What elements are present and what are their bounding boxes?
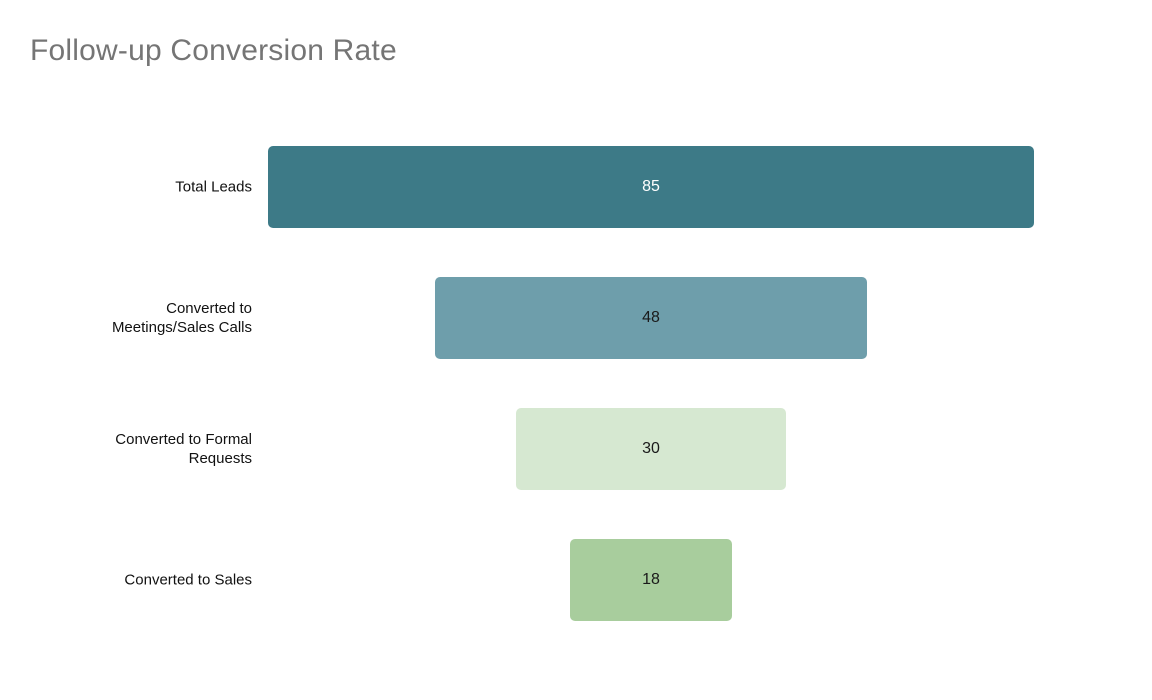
funnel-bar[interactable]: 85 [268, 146, 1034, 228]
bar-value-label: 48 [642, 309, 660, 326]
bar-value-label: 30 [642, 440, 660, 457]
funnel-row: Converted to Sales 18 [0, 539, 1152, 621]
bar-value-label: 18 [642, 571, 660, 588]
bar-value-label: 85 [642, 178, 660, 195]
funnel-bar[interactable]: 48 [434, 277, 868, 359]
funnel-row: Converted to Formal Requests 30 [0, 408, 1152, 490]
chart-title: Follow-up Conversion Rate [30, 34, 397, 67]
funnel-bar[interactable]: 18 [569, 539, 733, 621]
stage-label: Converted to Formal Requests [115, 431, 252, 467]
funnel-bar[interactable]: 30 [515, 408, 787, 490]
stage-label: Converted to Sales [124, 571, 252, 589]
funnel-row: Total Leads 85 [0, 146, 1152, 228]
stage-label: Converted to Meetings/Sales Calls [111, 300, 252, 336]
stage-label: Total Leads [175, 178, 252, 196]
funnel-row: Converted to Meetings/Sales Calls 48 [0, 277, 1152, 359]
